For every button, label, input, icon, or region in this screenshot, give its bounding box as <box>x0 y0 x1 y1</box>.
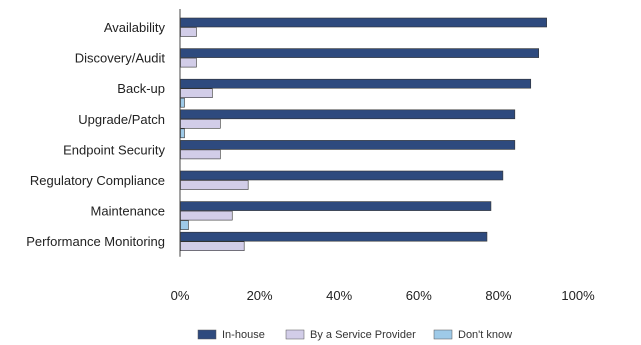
category-label: Maintenance <box>91 204 165 219</box>
bar-maintenance-by-a-service-provider <box>180 210 233 221</box>
x-tick-label: 40% <box>326 288 352 303</box>
bar-performance-monitoring-by-a-service-provider <box>180 241 245 251</box>
bar-regulatory-compliance-in-house <box>180 170 504 181</box>
bar-availability-in-house <box>180 17 547 28</box>
legend: In-house By a Service Provider Don't know <box>197 329 512 341</box>
category-labels: Availability Discovery/Audit Back-up Upgrad… <box>26 20 165 249</box>
bar-back-up-in-house <box>180 78 532 89</box>
x-tick-label: 0% <box>171 288 190 303</box>
x-tick-label: 20% <box>247 288 273 303</box>
legend-swatch-by-a-service-provider <box>285 329 305 340</box>
x-tick-label: 100% <box>561 288 595 303</box>
legend-label-don-t-know: Don't know <box>458 329 512 341</box>
category-label: Upgrade/Patch <box>78 112 165 127</box>
x-tick-label: 60% <box>406 288 432 303</box>
bar-maintenance-in-house <box>180 201 492 211</box>
bar-upgrade-patch-don-t-know <box>180 128 185 139</box>
bar-endpoint-security-by-a-service-provider <box>180 149 221 160</box>
bar-endpoint-security-in-house <box>180 140 516 150</box>
category-label: Performance Monitoring <box>26 234 165 249</box>
bar-discovery-audit-in-house <box>180 48 540 58</box>
bar-upgrade-patch-in-house <box>180 109 516 120</box>
bar-performance-monitoring-in-house <box>180 231 488 242</box>
x-tick-label: 80% <box>485 288 511 303</box>
bar-discovery-audit-by-a-service-provider <box>180 57 197 68</box>
category-label: Regulatory Compliance <box>30 173 165 188</box>
legend-swatch-don-t-know <box>433 329 453 340</box>
bar-availability-by-a-service-provider <box>180 27 197 37</box>
category-label: Discovery/Audit <box>75 51 166 66</box>
bar-back-up-by-a-service-provider <box>180 88 213 98</box>
legend-swatch-in-house <box>197 329 217 340</box>
legend-label-by-a-service-provider: By a Service Provider <box>310 329 416 341</box>
category-label: Back-up <box>117 81 165 96</box>
bar-regulatory-compliance-by-a-service-provider <box>180 180 249 190</box>
bar-upgrade-patch-by-a-service-provider <box>180 119 221 129</box>
category-label: Endpoint Security <box>63 142 165 157</box>
x-axis-ticks: 0% 20% 40% 60% 80% 100% <box>171 288 595 303</box>
bar-back-up-don-t-know <box>180 97 185 108</box>
legend-label-in-house: In-house <box>222 329 265 341</box>
bars-layer <box>180 17 547 251</box>
bar-maintenance-don-t-know <box>180 220 189 230</box>
category-label: Availability <box>104 20 166 35</box>
